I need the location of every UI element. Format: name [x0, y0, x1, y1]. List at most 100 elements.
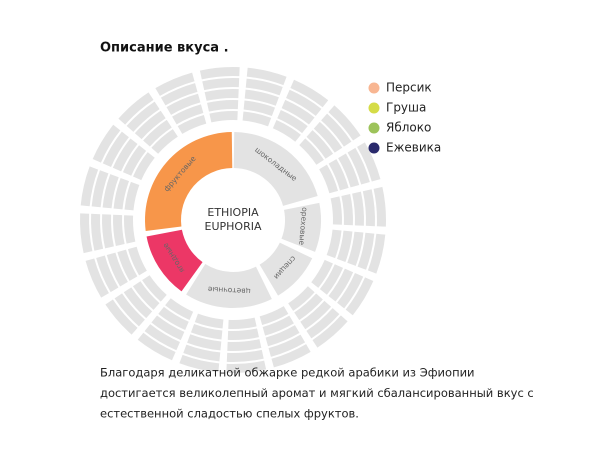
outer-stripe	[265, 325, 300, 347]
outer-stripe	[326, 229, 342, 259]
outer-stripe	[202, 78, 240, 91]
outer-stripe	[352, 191, 364, 226]
title: Описание вкуса .	[100, 41, 229, 56]
outer-stripe	[117, 249, 138, 281]
outer-stripe	[114, 293, 145, 327]
outer-stripe	[244, 89, 279, 106]
inner-segment	[145, 132, 233, 232]
outer-stripe	[319, 264, 344, 295]
description: Благодаря деликатной обжарке редкой араб…	[100, 366, 534, 421]
outer-stripe	[277, 109, 308, 134]
outer-stripe	[306, 308, 340, 339]
outer-stripe	[194, 313, 224, 329]
outer-stripe	[183, 344, 221, 362]
inner-segment	[259, 242, 313, 296]
outer-stripe	[259, 306, 289, 326]
outer-stripe	[228, 317, 257, 329]
inner-segment	[146, 229, 203, 292]
outer-stripe	[143, 119, 172, 147]
outer-stripe	[166, 93, 201, 115]
inner-segment	[281, 202, 322, 252]
outer-stripe	[118, 92, 154, 125]
description-line: Благодаря деликатной обжарке редкой араб…	[100, 366, 475, 380]
inner-segment	[233, 132, 318, 206]
outer-stripe	[207, 99, 239, 112]
segment-label: цветочные	[207, 285, 251, 296]
outer-stripe	[122, 145, 147, 176]
outer-stripe	[144, 324, 180, 351]
outer-stripe	[347, 231, 364, 266]
outer-stripe	[123, 215, 136, 244]
outer-stripe	[127, 246, 147, 276]
outer-stripe	[272, 120, 301, 142]
outer-stripe	[226, 349, 264, 362]
outer-stripe	[187, 334, 222, 351]
outer-stripe	[91, 213, 104, 251]
outer-stripe	[80, 213, 93, 254]
outer-stripe	[102, 174, 119, 209]
outer-stripe	[319, 164, 339, 194]
outer-stripe	[300, 300, 332, 330]
legend-label: Яблоко	[386, 121, 431, 135]
outer-stripe	[137, 332, 176, 361]
outer-stripe	[204, 88, 239, 101]
legend-label: Груша	[386, 101, 426, 115]
outer-stripe	[80, 166, 99, 207]
outer-stripe	[155, 72, 195, 96]
flavor-wheel: шоколадныеореховыеспециицветочныеягодные…	[80, 66, 386, 373]
outer-stripe	[101, 214, 114, 249]
outer-stripe	[134, 110, 166, 140]
outer-stripe	[158, 306, 189, 331]
outer-stripe	[281, 99, 315, 125]
outer-stripe	[347, 147, 370, 185]
outer-stripe	[209, 111, 238, 123]
outer-stripe	[299, 138, 324, 165]
description-line: естественной сладостью спелых фруктов.	[100, 407, 359, 421]
outer-stripe	[290, 79, 329, 108]
outer-stripe	[165, 298, 194, 320]
legend-swatch	[368, 102, 380, 114]
inner-segment	[186, 264, 272, 308]
outer-stripe	[357, 142, 381, 182]
outer-stripe	[112, 214, 125, 246]
legend-label: Ежевика	[386, 141, 441, 155]
outer-stripe	[142, 275, 167, 302]
outer-stripe	[85, 258, 109, 298]
legend-swatch	[368, 82, 380, 94]
outer-stripe	[92, 124, 121, 163]
outer-stripe	[362, 189, 375, 227]
segment-label: ореховые	[297, 207, 309, 246]
outer-stripe	[313, 121, 343, 153]
outer-stripe	[321, 113, 352, 147]
outer-stripe	[123, 287, 153, 319]
outer-stripe	[312, 315, 348, 348]
outer-stripe	[179, 354, 220, 373]
outer-stripe	[190, 323, 223, 340]
outer-stripe	[373, 186, 386, 227]
outer-stripe	[124, 181, 140, 211]
outer-stripe	[328, 105, 361, 141]
outer-stripe	[288, 286, 315, 311]
outer-stripe	[91, 170, 109, 208]
legend-label: Персик	[386, 81, 432, 95]
outer-stripe	[341, 194, 353, 226]
outer-stripe	[106, 252, 128, 287]
outer-stripe	[311, 259, 333, 288]
outer-stripe	[151, 315, 185, 341]
outer-stripe	[199, 66, 240, 80]
outer-stripe	[242, 111, 272, 127]
outer-stripe	[96, 255, 119, 293]
outer-stripe	[113, 177, 130, 210]
outer-stripe	[102, 131, 129, 167]
outer-stripe	[367, 233, 386, 274]
legend: Персик Груша Яблоко Ежевика	[368, 81, 441, 155]
outer-stripe	[294, 293, 323, 321]
outer-stripe	[133, 152, 155, 181]
outer-stripe	[160, 83, 198, 106]
outer-stripe	[177, 114, 207, 134]
outer-stripe	[112, 138, 138, 172]
center-label: EUPHORIA	[205, 220, 262, 233]
description-line: достигается великолепный аромат и мягкий…	[100, 386, 534, 400]
outer-stripe	[262, 315, 294, 336]
